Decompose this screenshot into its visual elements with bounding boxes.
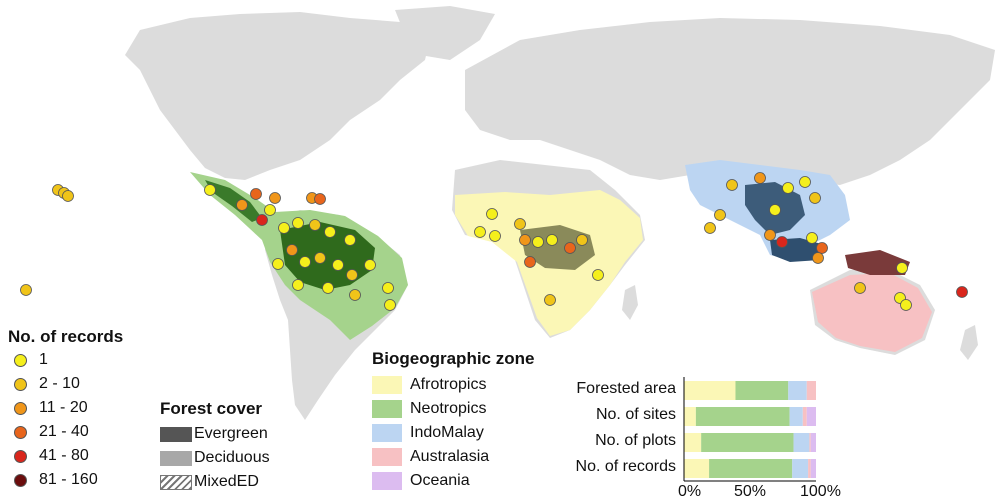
madagascar-land xyxy=(622,285,638,320)
x-tick-label: 0% xyxy=(678,483,702,500)
bar-category-label: No. of records xyxy=(575,458,676,475)
x-tick-label: 100% xyxy=(800,483,841,500)
records-legend-label: 1 xyxy=(39,351,48,368)
forest-legend-item: Evergreen xyxy=(160,423,268,445)
x-tick-label: 50% xyxy=(734,483,767,500)
records-legend-title: No. of records xyxy=(8,327,124,346)
zone-legend-label: Neotropics xyxy=(410,400,487,417)
record-count-dot-icon xyxy=(14,401,27,415)
zone-legend-label: Oceania xyxy=(410,472,470,489)
record-count-dot-icon xyxy=(14,353,27,367)
zone-legend-title: Biogeographic zone xyxy=(372,349,535,368)
zone-legend-item: Afrotropics xyxy=(372,374,486,396)
north-america-land xyxy=(125,12,430,180)
zone-swatch-icon xyxy=(372,472,402,490)
new-zealand-land xyxy=(960,325,978,360)
forest-legend-item: Deciduous xyxy=(160,447,270,469)
zone-legend-item: Oceania xyxy=(372,470,470,492)
records-legend-label: 81 - 160 xyxy=(39,471,98,488)
forest-swatch-icon xyxy=(160,426,192,442)
records-legend-label: 41 - 80 xyxy=(39,447,89,464)
record-count-dot-icon xyxy=(14,425,27,439)
records-legend-item: 2 - 10 xyxy=(14,373,80,395)
forest-legend-item: MixedED xyxy=(160,471,259,493)
bar-category-label: No. of plots xyxy=(595,432,676,449)
forest-legend-title: Forest cover xyxy=(160,399,263,418)
zone-legend-item: IndoMalay xyxy=(372,422,484,444)
record-count-dot-icon xyxy=(14,449,27,463)
bar-category-label: No. of sites xyxy=(595,406,676,423)
new-guinea-evergreen xyxy=(845,250,910,275)
forest-legend-label: MixedED xyxy=(194,473,259,490)
record-points xyxy=(20,172,968,311)
records-legend-item: 81 - 160 xyxy=(14,469,98,491)
zone-swatch-icon xyxy=(372,400,402,418)
greenland-land xyxy=(395,6,495,60)
zone-swatch-icon xyxy=(372,424,402,442)
eurasia-land xyxy=(465,18,995,185)
zone-legend-label: Australasia xyxy=(410,448,490,465)
records-legend-item: 21 - 40 xyxy=(14,421,89,443)
records-legend-item: 1 xyxy=(14,349,48,371)
records-legend-item: 11 - 20 xyxy=(14,397,88,419)
record-count-dot-icon xyxy=(14,377,27,391)
zone-legend-label: Afrotropics xyxy=(410,376,487,393)
zone-legend-item: Australasia xyxy=(372,446,489,468)
forest-swatch-icon xyxy=(160,450,192,466)
bar-category-label: Forested area xyxy=(576,380,676,397)
records-legend-label: 2 - 10 xyxy=(39,375,80,392)
forest-swatch-icon xyxy=(160,474,192,490)
zone-swatch-icon xyxy=(372,376,402,394)
records-legend-label: 11 - 20 xyxy=(39,399,88,416)
zone-swatch-icon xyxy=(372,448,402,466)
zone-legend-label: IndoMalay xyxy=(410,424,484,441)
records-legend-item: 41 - 80 xyxy=(14,445,89,467)
record-count-dot-icon xyxy=(14,473,27,487)
records-legend-label: 21 - 40 xyxy=(39,423,89,440)
forest-legend-label: Evergreen xyxy=(194,425,268,442)
forest-legend-label: Deciduous xyxy=(194,449,270,466)
zone-legend-item: Neotropics xyxy=(372,398,486,420)
central-america-evergreen xyxy=(205,180,262,222)
